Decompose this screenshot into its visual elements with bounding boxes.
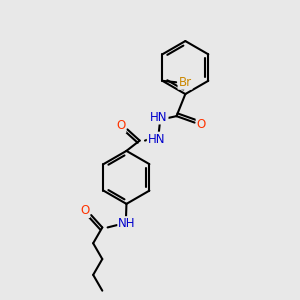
- Text: O: O: [196, 118, 206, 130]
- Text: HN: HN: [150, 110, 168, 124]
- Text: NH: NH: [118, 217, 136, 230]
- Text: O: O: [116, 119, 125, 132]
- Text: O: O: [80, 204, 89, 217]
- Text: Br: Br: [178, 76, 192, 89]
- Text: HN: HN: [148, 133, 165, 146]
